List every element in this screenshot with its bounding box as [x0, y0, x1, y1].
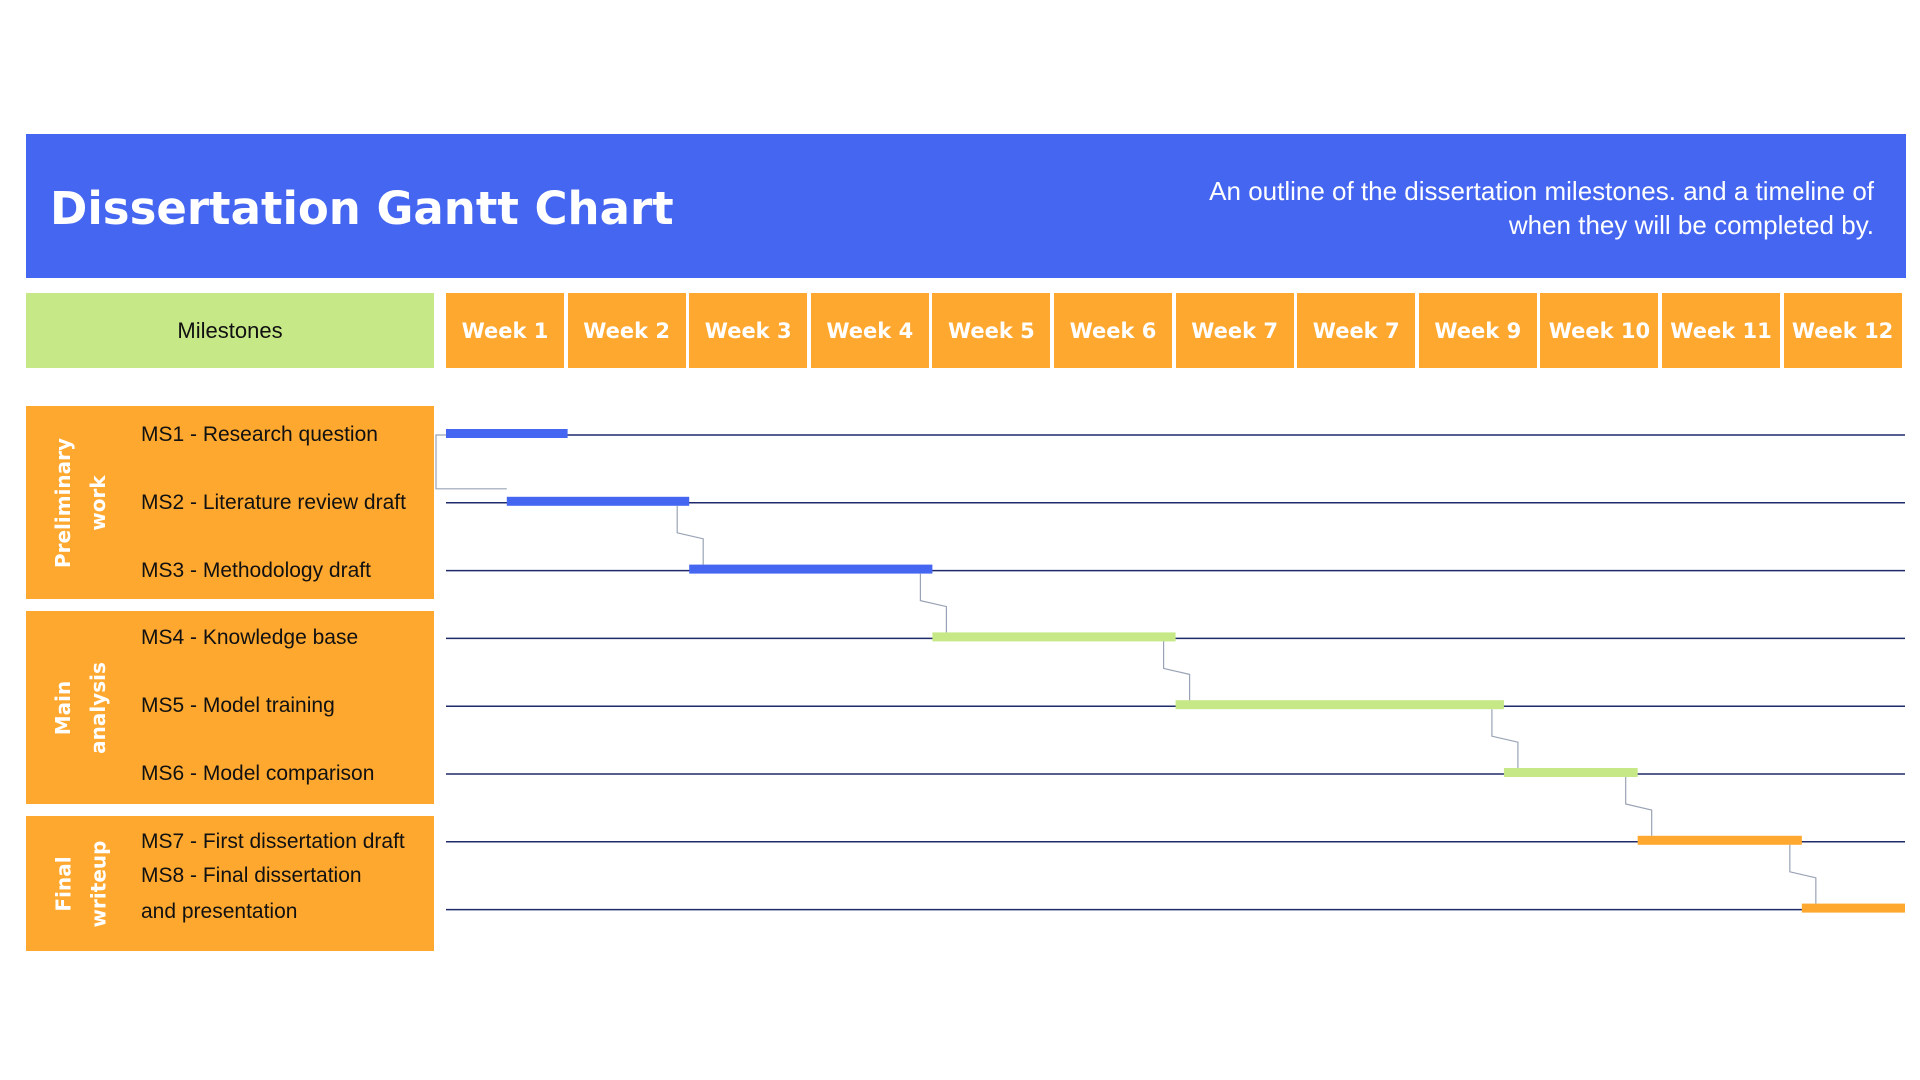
gantt-bar-3 [689, 564, 933, 574]
week-header-1: Week 1 [446, 293, 564, 368]
gantt-bar-7 [1637, 835, 1802, 845]
week-header-3: Week 3 [689, 293, 808, 368]
gantt-bar-4 [932, 632, 1176, 642]
milestone-label-5: MS5 - Model training [141, 694, 335, 718]
week-header-12: Week 12 [1783, 293, 1902, 368]
week-header-10: Week 10 [1540, 293, 1659, 368]
dependency-connector-4 [1163, 641, 1191, 701]
gantt-bar-2 [506, 496, 690, 506]
chart-title: Dissertation Gantt Chart [50, 182, 674, 235]
week-header-5: Week 5 [932, 293, 1051, 368]
week-header-7: Week 7 [1175, 293, 1294, 368]
phase-block: Main analysis [26, 611, 434, 804]
milestone-label-4: MS4 - Knowledge base [141, 626, 359, 650]
milestone-label-8: MS8 - Final dissertation and presentation [141, 863, 362, 923]
week-header-8: Week 7 [1297, 293, 1416, 368]
gantt-bar-6 [1503, 768, 1638, 777]
milestone-label-1: MS1 - Research question [141, 423, 378, 446]
milestones-column-header: Milestones [26, 293, 434, 368]
chart-subtitle: An outline of the dissertation milestone… [1209, 176, 1874, 240]
week-header-9: Week 9 [1418, 293, 1537, 368]
gantt-bar-8 [1801, 903, 1905, 913]
week-header-4: Week 4 [810, 293, 929, 368]
dependency-connector-3 [919, 573, 947, 633]
dependency-connector-2 [676, 505, 704, 565]
week-header-2: Week 2 [567, 293, 686, 368]
week-header-11: Week 11 [1662, 293, 1780, 368]
dependency-connector-6 [1625, 777, 1653, 836]
milestone-label-3: MS3 - Methodology draft [141, 558, 371, 582]
milestone-label-7: MS7 - First dissertation draft [141, 829, 405, 853]
gantt-bar-5 [1175, 700, 1504, 710]
dependency-connector-7 [1789, 844, 1817, 904]
phase-block: Final writeup [26, 816, 434, 951]
milestone-label-6: MS6 - Model comparison [141, 762, 375, 785]
phase-block: Preliminary work [26, 406, 434, 599]
week-header-6: Week 6 [1054, 293, 1172, 368]
milestone-label-2: MS2 - Literature review draft [141, 490, 406, 514]
dependency-connector-5 [1491, 709, 1519, 768]
dependency-connector-1 [435, 434, 507, 490]
gantt-bar-1 [446, 429, 568, 438]
header-banner: Dissertation Gantt Chart An outline of t… [26, 134, 1906, 278]
